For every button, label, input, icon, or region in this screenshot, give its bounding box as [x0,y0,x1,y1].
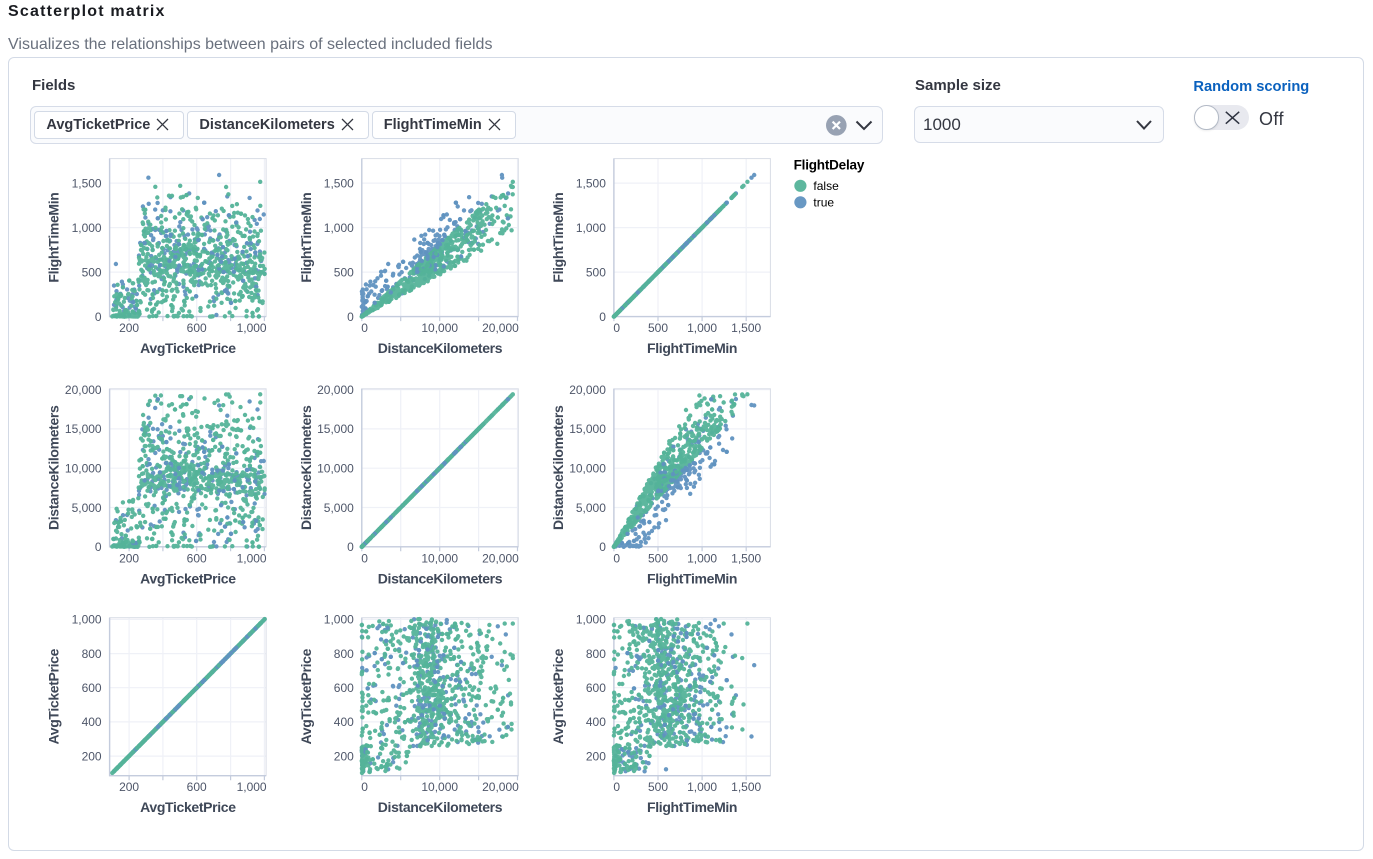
svg-text:1,000: 1,000 [324,613,354,627]
svg-text:5,000: 5,000 [72,501,102,515]
svg-text:DistanceKilometers: DistanceKilometers [298,405,314,530]
svg-text:1,500: 1,500 [731,321,761,335]
svg-text:1,000: 1,000 [576,221,606,235]
svg-text:DistanceKilometers: DistanceKilometers [378,340,503,356]
svg-text:AvgTicketPrice: AvgTicketPrice [550,648,566,744]
svg-text:500: 500 [648,551,668,565]
svg-text:500: 500 [334,265,354,279]
svg-text:800: 800 [82,647,102,661]
svg-text:200: 200 [119,321,139,335]
svg-text:10,000: 10,000 [317,462,354,476]
svg-text:AvgTicketPrice: AvgTicketPrice [46,648,62,744]
svg-text:1,000: 1,000 [237,551,267,565]
svg-text:0: 0 [599,540,606,554]
svg-text:AvgTicketPrice: AvgTicketPrice [140,570,236,586]
svg-text:AvgTicketPrice: AvgTicketPrice [298,648,314,744]
svg-text:10,000: 10,000 [421,551,458,565]
svg-text:20,000: 20,000 [482,780,519,794]
svg-text:0: 0 [95,540,102,554]
svg-text:400: 400 [334,715,354,729]
svg-text:AvgTicketPrice: AvgTicketPrice [140,340,236,356]
svg-text:20,000: 20,000 [482,321,519,335]
svg-text:10,000: 10,000 [569,462,606,476]
svg-text:0: 0 [95,310,102,324]
svg-text:0: 0 [347,310,354,324]
svg-text:10,000: 10,000 [421,780,458,794]
svg-text:500: 500 [648,321,668,335]
svg-text:400: 400 [586,715,606,729]
svg-text:0: 0 [613,780,620,794]
svg-text:FlightTimeMin: FlightTimeMin [46,193,62,283]
svg-text:800: 800 [586,647,606,661]
svg-text:DistanceKilometers: DistanceKilometers [378,570,503,586]
svg-text:1,000: 1,000 [237,321,267,335]
svg-text:1,000: 1,000 [72,221,102,235]
svg-text:10,000: 10,000 [65,462,102,476]
svg-text:200: 200 [586,749,606,763]
svg-text:FlightTimeMin: FlightTimeMin [647,570,737,586]
svg-text:FlightTimeMin: FlightTimeMin [550,193,566,283]
svg-text:600: 600 [187,551,207,565]
svg-text:1,000: 1,000 [237,780,267,794]
svg-text:5,000: 5,000 [324,501,354,515]
svg-text:20,000: 20,000 [482,551,519,565]
svg-text:600: 600 [82,681,102,695]
svg-text:0: 0 [613,551,620,565]
svg-text:200: 200 [334,749,354,763]
svg-text:true: true [813,196,834,210]
svg-text:5,000: 5,000 [576,501,606,515]
svg-text:20,000: 20,000 [65,383,102,397]
svg-text:1,000: 1,000 [687,551,717,565]
svg-text:600: 600 [334,681,354,695]
svg-text:15,000: 15,000 [569,422,606,436]
svg-text:400: 400 [82,715,102,729]
svg-text:1,500: 1,500 [731,780,761,794]
svg-text:1,500: 1,500 [576,176,606,190]
svg-text:DistanceKilometers: DistanceKilometers [46,405,62,530]
svg-text:200: 200 [119,551,139,565]
svg-text:600: 600 [586,681,606,695]
svg-text:FlightTimeMin: FlightTimeMin [298,193,314,283]
svg-text:0: 0 [361,780,368,794]
svg-text:200: 200 [82,749,102,763]
svg-text:0: 0 [361,551,368,565]
svg-text:0: 0 [361,321,368,335]
svg-text:500: 500 [586,265,606,279]
svg-text:1,000: 1,000 [72,613,102,627]
svg-text:1,000: 1,000 [687,321,717,335]
svg-text:600: 600 [187,321,207,335]
svg-text:false: false [813,179,839,193]
svg-text:1,500: 1,500 [324,176,354,190]
svg-text:15,000: 15,000 [65,422,102,436]
svg-text:200: 200 [119,780,139,794]
svg-text:600: 600 [187,780,207,794]
svg-text:800: 800 [334,647,354,661]
svg-text:AvgTicketPrice: AvgTicketPrice [140,799,236,815]
svg-text:10,000: 10,000 [421,321,458,335]
svg-text:DistanceKilometers: DistanceKilometers [378,799,503,815]
svg-text:1,500: 1,500 [72,176,102,190]
svg-text:1,500: 1,500 [731,551,761,565]
svg-text:1,000: 1,000 [324,221,354,235]
svg-text:500: 500 [648,780,668,794]
svg-text:DistanceKilometers: DistanceKilometers [550,405,566,530]
svg-text:FlightTimeMin: FlightTimeMin [647,799,737,815]
svg-text:FlightTimeMin: FlightTimeMin [647,340,737,356]
svg-text:15,000: 15,000 [317,422,354,436]
svg-text:0: 0 [599,310,606,324]
svg-text:20,000: 20,000 [569,383,606,397]
svg-text:FlightDelay: FlightDelay [794,157,865,172]
svg-text:20,000: 20,000 [317,383,354,397]
svg-text:1,000: 1,000 [687,780,717,794]
svg-text:0: 0 [347,540,354,554]
svg-text:1,000: 1,000 [576,613,606,627]
svg-text:0: 0 [613,321,620,335]
svg-text:500: 500 [82,265,102,279]
